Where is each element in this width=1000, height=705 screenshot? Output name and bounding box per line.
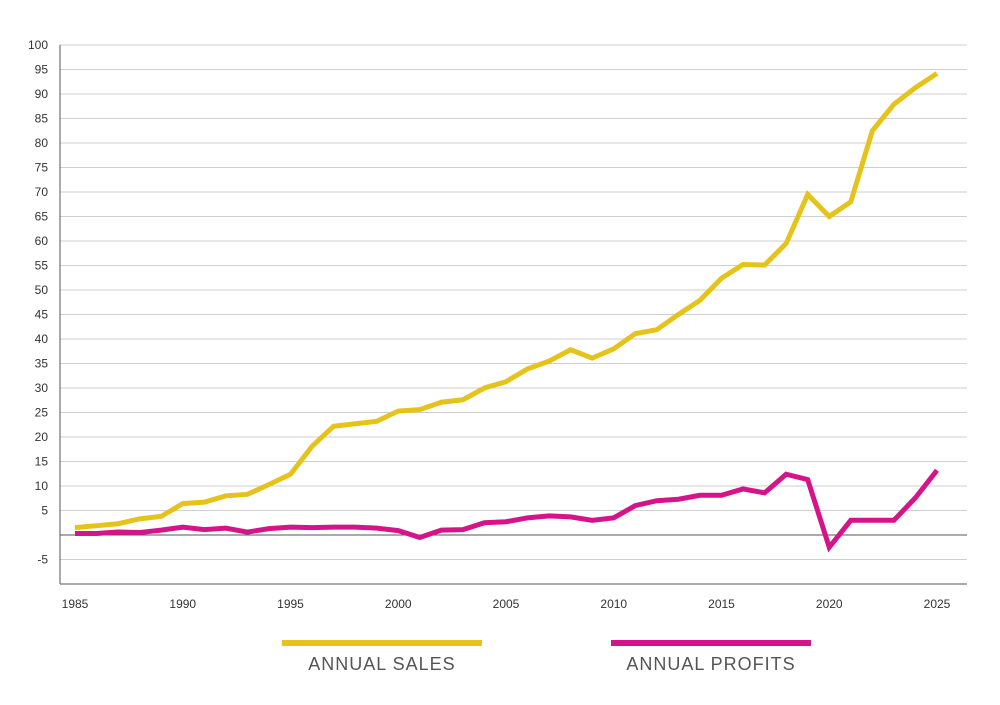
- y-tick-label: 60: [35, 234, 49, 248]
- y-tick-label: 100: [28, 38, 48, 52]
- y-tick-label: 45: [35, 308, 49, 322]
- line-chart: 1009590858075706560555045403530252015105…: [28, 38, 967, 611]
- legend-item-profits: ANNUAL PROFITS: [611, 640, 811, 675]
- y-tick-label: 35: [35, 357, 49, 371]
- legend-swatch-sales: [282, 640, 482, 646]
- y-tick-label: 30: [35, 381, 49, 395]
- legend-label-profits: ANNUAL PROFITS: [626, 654, 796, 674]
- y-tick-label: 80: [35, 136, 49, 150]
- legend-swatch-profits: [611, 640, 811, 646]
- y-tick-label: 90: [35, 87, 49, 101]
- x-tick-label: 2010: [600, 597, 627, 611]
- legend-item-sales: ANNUAL SALES: [282, 640, 482, 675]
- grid-lines: [60, 44, 967, 560]
- x-tick-label: 2020: [816, 597, 843, 611]
- y-tick-labels: 100 95 90 85 80 75 70 65 60 55 50 45 40 35 30 25 20 15 10 5…: [28, 38, 48, 567]
- y-tick-label: 85: [35, 112, 49, 126]
- x-tick-label: 2000: [385, 597, 412, 611]
- x-tick-label: 1990: [169, 597, 196, 611]
- x-tick-labels: 1985 1990 1995 2000 2005 2010 2015 2020 2025: [62, 597, 951, 611]
- x-tick-label: 2005: [493, 597, 520, 611]
- y-tick-label: 10: [35, 479, 49, 493]
- y-tick-label: 40: [35, 332, 49, 346]
- series-line-profits: [75, 468, 939, 553]
- y-tick-label: 20: [35, 430, 49, 444]
- x-tick-label: 1985: [62, 597, 89, 611]
- y-tick-label: -5: [37, 553, 48, 567]
- y-tick-label: 55: [35, 259, 49, 273]
- series-line-sales: [74, 71, 939, 531]
- legend: ANNUAL SALES ANNUAL PROFITS: [0, 640, 1000, 690]
- series-lines: [74, 71, 939, 553]
- y-tick-label: 50: [35, 283, 49, 297]
- legend-label-sales: ANNUAL SALES: [308, 654, 456, 674]
- axes: [59, 45, 967, 585]
- x-tick-label: 1995: [277, 597, 304, 611]
- y-tick-label: 15: [35, 455, 49, 469]
- x-tick-label: 2025: [924, 597, 951, 611]
- y-tick-label: 5: [41, 504, 48, 518]
- y-tick-label: 65: [35, 210, 49, 224]
- x-tick-label: 2015: [708, 597, 735, 611]
- y-tick-label: 75: [35, 161, 49, 175]
- y-tick-label: 95: [35, 63, 49, 77]
- y-tick-label: 70: [35, 185, 49, 199]
- y-tick-label: 25: [35, 406, 49, 420]
